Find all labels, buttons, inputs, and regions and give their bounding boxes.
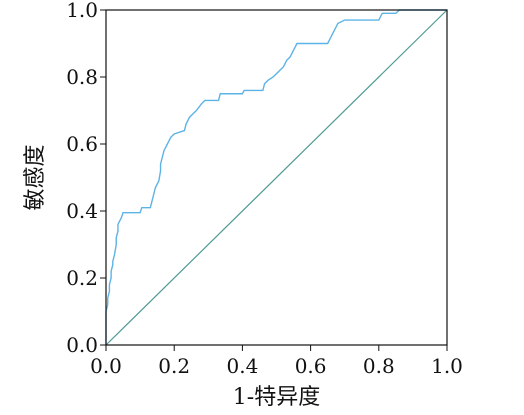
plot-frame (105, 9, 448, 346)
roc-curve-line (105, 9, 447, 345)
y-tick-label: 0.4 (66, 199, 98, 223)
y-tick-label: 1.0 (66, 0, 98, 22)
x-axis-title: 1-特异度 (233, 385, 320, 410)
plot-area (105, 9, 448, 346)
x-tick-label: 0.2 (158, 354, 190, 378)
x-tick-label: 1.0 (431, 354, 463, 378)
y-tick-label: 0.2 (66, 266, 98, 290)
axes: 0.0 0.2 0.4 0.6 0.8 1.0 0.0 0.2 0.4 0.6 0.8 1.0 (66, 0, 463, 378)
x-tick-label: 0.4 (226, 354, 258, 378)
axis-titles: 1-特异度 敏感度 (23, 144, 320, 410)
y-tick-label: 0.0 (66, 333, 98, 357)
y-tick-label: 0.8 (66, 65, 98, 89)
x-tick-label: 0.0 (90, 354, 122, 378)
y-tick-label: 0.6 (66, 132, 98, 156)
y-axis-title: 敏感度 (23, 144, 48, 210)
x-tick-label: 0.8 (363, 354, 395, 378)
x-tick-label: 0.6 (295, 354, 327, 378)
reference-diagonal-line (105, 9, 448, 346)
